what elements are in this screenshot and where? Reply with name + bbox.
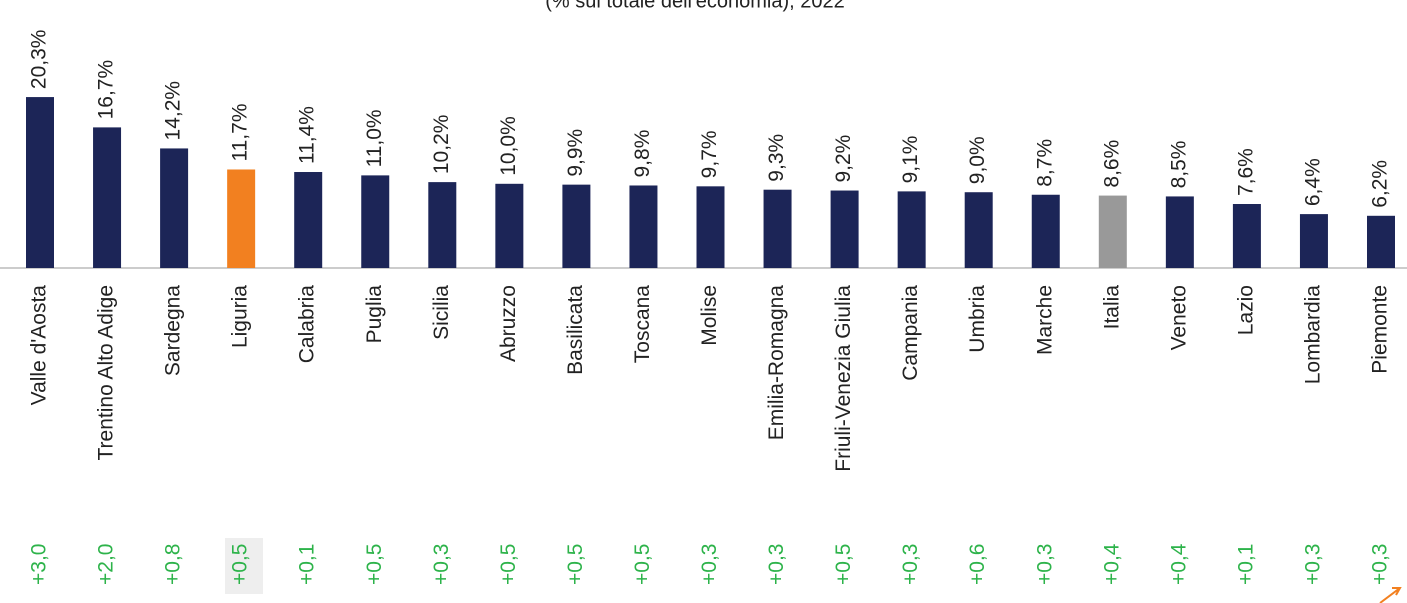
- change-label: +0,4: [1100, 543, 1123, 585]
- value-label: 9,8%: [631, 130, 654, 178]
- chart-subtitle: (% sul totale dell'economia), 2022: [545, 0, 845, 12]
- change-label: +0,3: [1033, 544, 1056, 585]
- x-tick-label: Veneto: [1167, 285, 1190, 350]
- value-label: 7,6%: [1234, 148, 1257, 196]
- change-label: +0,1: [296, 544, 319, 585]
- change-label: +0,3: [1369, 544, 1392, 585]
- value-label: 6,2%: [1369, 160, 1392, 208]
- change-label: +0,5: [497, 544, 520, 585]
- change-label: +0,8: [162, 544, 185, 585]
- bar: [696, 186, 725, 268]
- bar: [1031, 194, 1060, 268]
- bar: [562, 184, 591, 268]
- x-tick-label: Basilicata: [564, 285, 587, 375]
- x-tick-label: Abruzzo: [497, 285, 520, 362]
- x-tick-label: Piemonte: [1369, 285, 1392, 374]
- change-label: +0,1: [1234, 544, 1257, 585]
- value-label: 9,1%: [899, 136, 922, 184]
- x-tick-label: Molise: [698, 285, 721, 346]
- value-label: 8,6%: [1100, 140, 1123, 188]
- value-label: 9,9%: [564, 129, 587, 177]
- bar: [964, 192, 993, 268]
- bar: [1367, 215, 1395, 268]
- x-tick-label: Puglia: [363, 285, 386, 344]
- change-label: +0,3: [899, 544, 922, 585]
- x-tick-label: Valle d'Aosta: [28, 285, 51, 406]
- bar: [361, 175, 390, 268]
- change-label: +0,5: [363, 544, 386, 585]
- x-tick-label: Calabria: [296, 285, 319, 364]
- value-label: 9,0%: [966, 136, 989, 184]
- bar: [830, 190, 859, 268]
- x-tick-label: Lazio: [1234, 285, 1257, 335]
- change-label: +0,5: [229, 544, 252, 585]
- value-label: 8,5%: [1167, 141, 1190, 189]
- bar: [294, 172, 323, 268]
- x-tick-label: Emilia-Romagna: [765, 285, 788, 441]
- x-tick-label: Toscana: [631, 285, 654, 364]
- change-label: +0,5: [564, 544, 587, 585]
- bar: [428, 182, 457, 268]
- bar: [897, 191, 926, 268]
- highlight: [225, 538, 263, 594]
- x-tick-label: Marche: [1033, 285, 1056, 355]
- value-label: 20,3%: [28, 30, 51, 90]
- bar: [1299, 214, 1328, 268]
- value-label: 11,0%: [363, 109, 386, 167]
- x-tick-label: Sicilia: [430, 285, 453, 340]
- value-label: 11,4%: [296, 106, 319, 164]
- x-tick-label: Sardegna: [162, 285, 185, 376]
- value-label: 8,7%: [1033, 139, 1056, 187]
- bar: [629, 185, 658, 268]
- bar: [1232, 204, 1261, 268]
- x-tick-label: Lombardia: [1301, 285, 1324, 385]
- value-label: 10,0%: [497, 116, 520, 176]
- bar: [26, 97, 54, 268]
- change-label: +3,0: [28, 544, 51, 585]
- value-label: 10,2%: [430, 115, 453, 175]
- value-label: 14,2%: [162, 81, 185, 141]
- change-label: +2,0: [95, 544, 118, 585]
- x-tick-label: Trentino Alto Adige: [95, 285, 118, 461]
- change-label: +0,3: [698, 544, 721, 585]
- change-label: +0,4: [1167, 543, 1190, 585]
- change-label: +0,3: [765, 544, 788, 585]
- x-tick-label: Friuli-Venezia Giulia: [832, 285, 855, 472]
- change-label: +0,3: [1301, 544, 1324, 585]
- bar: [227, 169, 256, 268]
- x-tick-label: Italia: [1100, 285, 1123, 330]
- x-tick-label: Liguria: [229, 285, 252, 348]
- change-label: +0,5: [631, 544, 654, 585]
- value-label: 9,2%: [832, 135, 855, 183]
- bar: [495, 183, 524, 268]
- value-label: 16,7%: [95, 60, 118, 120]
- bar: [160, 148, 189, 268]
- change-label: +0,5: [832, 544, 855, 585]
- value-label: 9,3%: [765, 134, 788, 182]
- x-tick-label: Campania: [899, 285, 922, 381]
- x-tick-label: Umbria: [966, 285, 989, 353]
- value-label: 9,7%: [698, 130, 721, 178]
- bar: [93, 127, 122, 268]
- bar: [1165, 196, 1194, 268]
- value-label: 11,7%: [229, 103, 252, 161]
- arrow-icon: [1379, 587, 1402, 603]
- change-label: +0,6: [966, 544, 989, 585]
- value-label: 6,4%: [1301, 158, 1324, 206]
- bar: [763, 189, 792, 268]
- bar: [1098, 195, 1127, 268]
- change-label: +0,3: [430, 544, 453, 585]
